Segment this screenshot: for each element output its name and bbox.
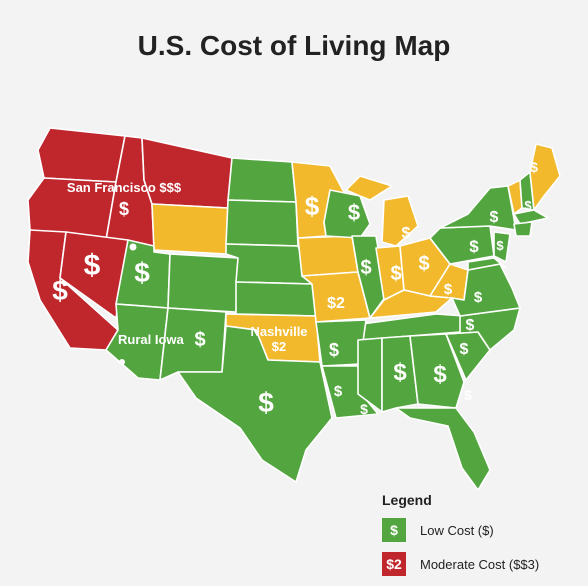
dollar-new-england: $ [524, 198, 532, 213]
dollar-wisconsin: $ [348, 200, 360, 225]
state-virginia[interactable] [451, 263, 521, 317]
state-missouri[interactable] [301, 271, 371, 323]
state-massachusetts[interactable] [513, 209, 549, 225]
dollar-south-carolina: $ [460, 341, 469, 358]
dollar-virginia: $ [474, 289, 483, 306]
state-alabama[interactable] [381, 335, 419, 413]
state-north-carolina[interactable] [445, 307, 521, 351]
label-nashville-value: $2 [272, 339, 286, 354]
state-south-dakota[interactable] [225, 199, 299, 247]
state-montana[interactable] [141, 137, 233, 209]
legend: Legend $ Low Cost ($) $2 Moderate Cost (… [382, 492, 582, 586]
dollar-idaho: $ [119, 199, 129, 219]
dollar-maine: $ [530, 159, 538, 175]
state-washington[interactable] [37, 127, 126, 183]
label-san-francisco: San Francisco $$$ [67, 180, 182, 195]
dollar-louisiana: $ [334, 383, 343, 400]
dollar-new-jersey: $ [496, 238, 504, 253]
state-wyoming[interactable] [151, 203, 229, 255]
label-missouri-value: $2 [327, 295, 345, 312]
state-georgia[interactable] [409, 333, 465, 409]
legend-item-moderate: $2 Moderate Cost ($$3) [382, 552, 582, 576]
state-north-dakota[interactable] [227, 157, 297, 203]
dollar-michigan: $ [402, 225, 411, 242]
dollar-west-virginia: $ [444, 281, 453, 298]
state-new-jersey[interactable] [493, 231, 511, 263]
city-marker-salt-lake [129, 243, 137, 251]
dollar-arkansas: $ [329, 340, 339, 360]
dollar-florida: $ [464, 387, 472, 403]
legend-swatch-low: $ [382, 518, 406, 542]
map-title: U.S. Cost of Living Map [137, 30, 451, 61]
dollar-new-york: $ [490, 209, 499, 226]
label-rural-iowa: Rural Iowa [118, 332, 185, 347]
dollar-georgia: $ [433, 361, 447, 388]
state-iowa[interactable] [297, 235, 359, 277]
legend-title: Legend [382, 492, 432, 508]
state-michigan-lower[interactable] [381, 195, 419, 247]
state-texas[interactable] [177, 325, 333, 483]
state-new-york[interactable] [439, 185, 517, 231]
map-labels-layer: San Francisco $$$ $ $ $ $ Rural Iowa $ N… [52, 159, 538, 418]
dollar-utah: $ [134, 257, 150, 288]
state-maine[interactable] [529, 143, 561, 211]
dollar-ohio: $ [418, 253, 429, 275]
dollar-nevada: $ [84, 249, 101, 282]
states-layer [27, 127, 561, 491]
state-michigan-upper[interactable] [345, 175, 393, 201]
dollar-pennsylvania: $ [469, 237, 479, 256]
dollar-new-mexico: $ [194, 329, 205, 351]
dollar-louisiana-coast: $ [360, 401, 368, 417]
legend-label-moderate: Moderate Cost ($$3) [420, 556, 540, 572]
state-connecticut[interactable] [513, 221, 533, 237]
state-pennsylvania[interactable] [429, 225, 495, 265]
dollar-alabama: $ [393, 359, 407, 386]
state-florida[interactable] [395, 407, 491, 491]
dollar-illinois: $ [360, 257, 371, 279]
state-colorado[interactable] [167, 253, 239, 313]
label-nashville: Nashville [250, 324, 307, 339]
legend-label-low: Low Cost ($) [420, 522, 494, 538]
legend-swatch-moderate: $2 [382, 552, 406, 576]
dollar-indiana: $ [390, 263, 401, 285]
state-maryland[interactable] [467, 257, 507, 271]
state-nevada[interactable] [59, 231, 129, 319]
dollar-north-carolina: $ [466, 317, 475, 334]
state-kansas[interactable] [235, 281, 317, 317]
dollar-texas: $ [258, 387, 274, 418]
city-marker-phoenix [119, 359, 125, 365]
dollar-minnesota: $ [305, 191, 320, 221]
dollar-california: $ [52, 275, 68, 306]
legend-item-low: $ Low Cost ($) [382, 518, 582, 542]
